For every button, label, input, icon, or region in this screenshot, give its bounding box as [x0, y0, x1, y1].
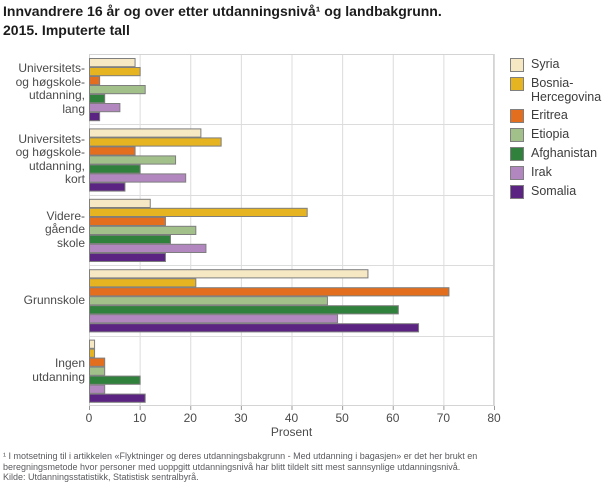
- bar-eritrea-1: [89, 146, 136, 156]
- x-tick-label-50: 50: [335, 411, 349, 425]
- legend-swatch-icon: [510, 147, 524, 161]
- legend-swatch-icon: [510, 109, 524, 123]
- x-axis-title: Prosent: [270, 425, 313, 439]
- legend: Syria Bosnia- Hercegovina Eritrea Etiopia Af…: [510, 57, 608, 199]
- legend-swatch-icon: [510, 77, 524, 91]
- bar-irak-0: [89, 103, 121, 113]
- legend-label: Etiopia: [531, 127, 570, 141]
- source-note: Kilde: Utdanningsstatistikk, Statistisk …: [3, 472, 199, 482]
- bar-syria-1: [89, 128, 202, 138]
- legend-item-somalia: Somalia: [510, 184, 608, 199]
- legend-item-afghanistan: Afghanistan: [510, 146, 608, 161]
- bar-etiopia-1: [89, 155, 177, 165]
- legend-swatch-icon: [510, 128, 524, 142]
- bar-bosnia-hercegovina-0: [89, 67, 141, 77]
- category-label-3: Grunnskole: [23, 292, 85, 307]
- bar-afghanistan-3: [89, 305, 399, 315]
- footnote: ¹ I motsetning til i artikkelen «Flyktni…: [3, 451, 478, 472]
- bar-irak-1: [89, 173, 187, 183]
- bar-syria-0: [89, 58, 136, 68]
- bar-bosnia-hercegovina-1: [89, 137, 222, 147]
- x-tick-label-0: 0: [85, 411, 93, 425]
- bar-irak-3: [89, 314, 339, 324]
- category-label-4: Ingen utdanning: [32, 356, 85, 384]
- bar-afghanistan-1: [89, 164, 141, 174]
- bar-etiopia-2: [89, 225, 197, 236]
- legend-item-syria: Syria: [510, 57, 608, 72]
- bar-syria-3: [89, 269, 369, 279]
- bar-irak-2: [89, 243, 207, 254]
- category-label-1: Universitets- og høgskole- utdanning, ko…: [15, 131, 85, 187]
- x-tick-label-70: 70: [436, 411, 451, 425]
- legend-label: Somalia: [531, 184, 577, 198]
- legend-label: Irak: [531, 165, 552, 179]
- x-tick-label-30: 30: [234, 411, 248, 425]
- bar-afghanistan-0: [89, 94, 106, 104]
- x-tick-label-10: 10: [132, 411, 147, 425]
- legend-item-irak: Irak: [510, 165, 608, 180]
- bar-bosnia-hercegovina-3: [89, 278, 197, 288]
- legend-label: Eritrea: [531, 108, 568, 122]
- bar-etiopia-3: [89, 296, 328, 306]
- bar-syria-2: [89, 198, 151, 209]
- bar-syria-4: [89, 339, 96, 349]
- bar-somalia-0: [89, 112, 101, 122]
- bar-eritrea-4: [89, 357, 106, 367]
- legend-item-etiopia: Etiopia: [510, 127, 608, 142]
- bar-bosnia-hercegovina-4: [89, 348, 96, 358]
- legend-swatch-icon: [510, 185, 524, 199]
- legend-swatch-icon: [510, 58, 524, 72]
- bar-etiopia-0: [89, 85, 146, 95]
- x-tick-label-60: 60: [386, 411, 400, 425]
- category-label-2: Videre- gående skole: [44, 208, 85, 250]
- legend-label: Bosnia- Hercegovina: [531, 76, 602, 104]
- bar-somalia-2: [89, 252, 166, 263]
- bar-somalia-1: [89, 182, 126, 192]
- x-tick-label-40: 40: [284, 411, 299, 425]
- chart-title: Innvandrere 16 år og over etter utdannin…: [3, 3, 442, 38]
- bar-eritrea-2: [89, 216, 166, 227]
- bar-irak-4: [89, 384, 106, 394]
- legend-label: Afghanistan: [531, 146, 598, 160]
- bar-eritrea-3: [89, 287, 450, 297]
- bar-afghanistan-4: [89, 375, 141, 385]
- legend-label: Syria: [531, 57, 560, 71]
- bar-chart-plot: [89, 54, 495, 410]
- bar-somalia-3: [89, 323, 420, 333]
- legend-swatch-icon: [510, 166, 524, 180]
- x-tick-label-20: 20: [183, 411, 197, 425]
- bar-etiopia-4: [89, 366, 106, 376]
- bar-bosnia-hercegovina-2: [89, 207, 308, 218]
- category-label-0: Universitets- og høgskole- utdanning, la…: [15, 61, 85, 116]
- legend-item-eritrea: Eritrea: [510, 108, 608, 123]
- x-tick-label-80: 80: [487, 411, 501, 425]
- bar-somalia-4: [89, 393, 146, 403]
- bar-eritrea-0: [89, 76, 101, 86]
- legend-item-bosnia-hercegovina: Bosnia- Hercegovina: [510, 76, 608, 104]
- bar-afghanistan-2: [89, 234, 171, 245]
